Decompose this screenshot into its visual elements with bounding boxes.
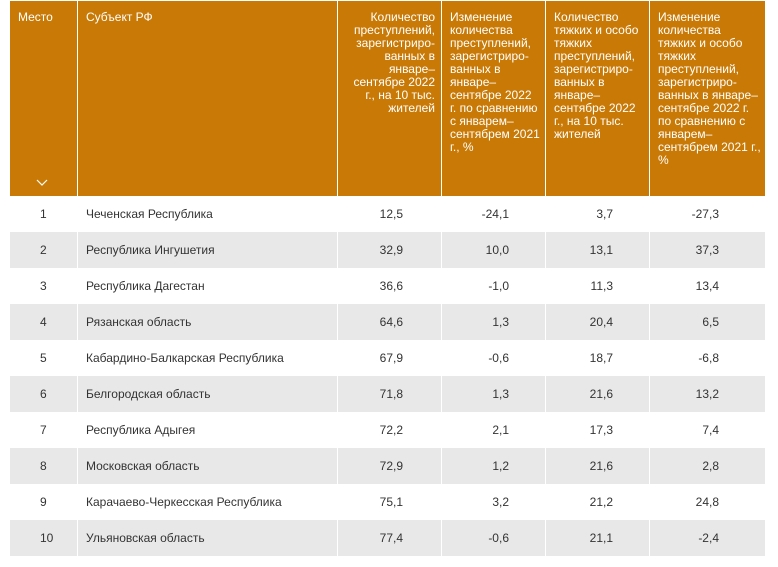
cell-grave-change: 2,8	[649, 448, 765, 484]
cell-crimes: 32,9	[337, 232, 441, 268]
cell-place: 1	[10, 196, 77, 232]
cell-crimes-change: 1,3	[441, 304, 545, 340]
cell-place: 8	[10, 448, 77, 484]
cell-crimes: 75,1	[337, 484, 441, 520]
cell-crimes: 67,9	[337, 340, 441, 376]
cell-crimes-change: 10,0	[441, 232, 545, 268]
table-header: Место Субъект РФ Количество преступлений…	[10, 1, 765, 196]
cell-region: Рязанская область	[77, 304, 337, 340]
cell-crimes: 72,2	[337, 412, 441, 448]
column-header-place[interactable]: Место	[10, 1, 77, 196]
cell-grave-change: -6,8	[649, 340, 765, 376]
column-header-crimes-change[interactable]: Изменение количества преступлений, зарег…	[441, 1, 545, 196]
cell-region: Белгородская область	[77, 376, 337, 412]
table-row: 5 Кабардино-Балкарская Республика 67,9 -…	[10, 340, 765, 376]
cell-crimes: 64,6	[337, 304, 441, 340]
table-row: 8 Московская область 72,9 1,2 21,6 2,8	[10, 448, 765, 484]
column-header-grave-change[interactable]: Изменение количества тяжких и особо тяжк…	[649, 1, 765, 196]
cell-crimes-change: -1,0	[441, 268, 545, 304]
table-row: 6 Белгородская область 71,8 1,3 21,6 13,…	[10, 376, 765, 412]
cell-grave-change: 24,8	[649, 484, 765, 520]
cell-place: 10	[10, 520, 77, 556]
cell-grave-change: 6,5	[649, 304, 765, 340]
table-row: 4 Рязанская область 64,6 1,3 20,4 6,5	[10, 304, 765, 340]
cell-place: 7	[10, 412, 77, 448]
cell-place: 6	[10, 376, 77, 412]
cell-grave-change: -2,4	[649, 520, 765, 556]
cell-crimes-change: 1,2	[441, 448, 545, 484]
table-row: 1 Чеченская Республика 12,5 -24,1 3,7 -2…	[10, 196, 765, 232]
crime-ranking-table: Место Субъект РФ Количество преступлений…	[10, 1, 765, 556]
cell-crimes: 77,4	[337, 520, 441, 556]
cell-grave: 21,2	[545, 484, 649, 520]
cell-grave: 21,6	[545, 448, 649, 484]
column-header-crimes-change-label: Изменение количества преступлений, зарег…	[450, 10, 540, 154]
cell-grave: 21,1	[545, 520, 649, 556]
cell-grave: 13,1	[545, 232, 649, 268]
cell-place: 9	[10, 484, 77, 520]
table-row: 3 Республика Дагестан 36,6 -1,0 11,3 13,…	[10, 268, 765, 304]
cell-region: Республика Адыгея	[77, 412, 337, 448]
cell-grave: 20,4	[545, 304, 649, 340]
cell-crimes: 71,8	[337, 376, 441, 412]
column-header-crimes-label: Количество преступлений, зарегистриро-ва…	[353, 10, 435, 115]
column-header-grave-label: Количество тяжких и особо тяжких преступ…	[554, 10, 639, 141]
table-row: 7 Республика Адыгея 72,2 2,1 17,3 7,4	[10, 412, 765, 448]
cell-crimes: 12,5	[337, 196, 441, 232]
column-header-grave[interactable]: Количество тяжких и особо тяжких преступ…	[545, 1, 649, 196]
cell-place: 4	[10, 304, 77, 340]
cell-crimes-change: -24,1	[441, 196, 545, 232]
cell-grave: 3,7	[545, 196, 649, 232]
cell-grave-change: 7,4	[649, 412, 765, 448]
header-row: Место Субъект РФ Количество преступлений…	[10, 1, 765, 196]
cell-crimes-change: 1,3	[441, 376, 545, 412]
column-header-region[interactable]: Субъект РФ	[77, 1, 337, 196]
cell-crimes-change: 2,1	[441, 412, 545, 448]
cell-region: Карачаево-Черкесская Республика	[77, 484, 337, 520]
cell-place: 2	[10, 232, 77, 268]
cell-region: Ульяновская область	[77, 520, 337, 556]
column-header-region-label: Субъект РФ	[86, 10, 153, 24]
cell-crimes: 72,9	[337, 448, 441, 484]
cell-crimes-change: 3,2	[441, 484, 545, 520]
cell-region: Чеченская Республика	[77, 196, 337, 232]
table-body: 1 Чеченская Республика 12,5 -24,1 3,7 -2…	[10, 196, 765, 556]
column-header-grave-change-label: Изменение количества тяжких и особо тяжк…	[658, 10, 761, 167]
cell-grave-change: 13,2	[649, 376, 765, 412]
cell-grave-change: 13,4	[649, 268, 765, 304]
table-row: 9 Карачаево-Черкесская Республика 75,1 3…	[10, 484, 765, 520]
cell-place: 5	[10, 340, 77, 376]
column-header-crimes[interactable]: Количество преступлений, зарегистриро-ва…	[337, 1, 441, 196]
cell-grave: 11,3	[545, 268, 649, 304]
cell-crimes: 36,6	[337, 268, 441, 304]
cell-grave-change: 37,3	[649, 232, 765, 268]
cell-region: Кабардино-Балкарская Республика	[77, 340, 337, 376]
chevron-down-icon[interactable]	[36, 179, 48, 187]
table-row: 10 Ульяновская область 77,4 -0,6 21,1 -2…	[10, 520, 765, 556]
cell-grave: 18,7	[545, 340, 649, 376]
table-row: 2 Республика Ингушетия 32,9 10,0 13,1 37…	[10, 232, 765, 268]
cell-crimes-change: -0,6	[441, 340, 545, 376]
cell-region: Республика Ингушетия	[77, 232, 337, 268]
cell-crimes-change: -0,6	[441, 520, 545, 556]
cell-place: 3	[10, 268, 77, 304]
cell-region: Республика Дагестан	[77, 268, 337, 304]
cell-grave-change: -27,3	[649, 196, 765, 232]
cell-grave: 17,3	[545, 412, 649, 448]
cell-region: Московская область	[77, 448, 337, 484]
cell-grave: 21,6	[545, 376, 649, 412]
column-header-place-label: Место	[18, 10, 53, 24]
